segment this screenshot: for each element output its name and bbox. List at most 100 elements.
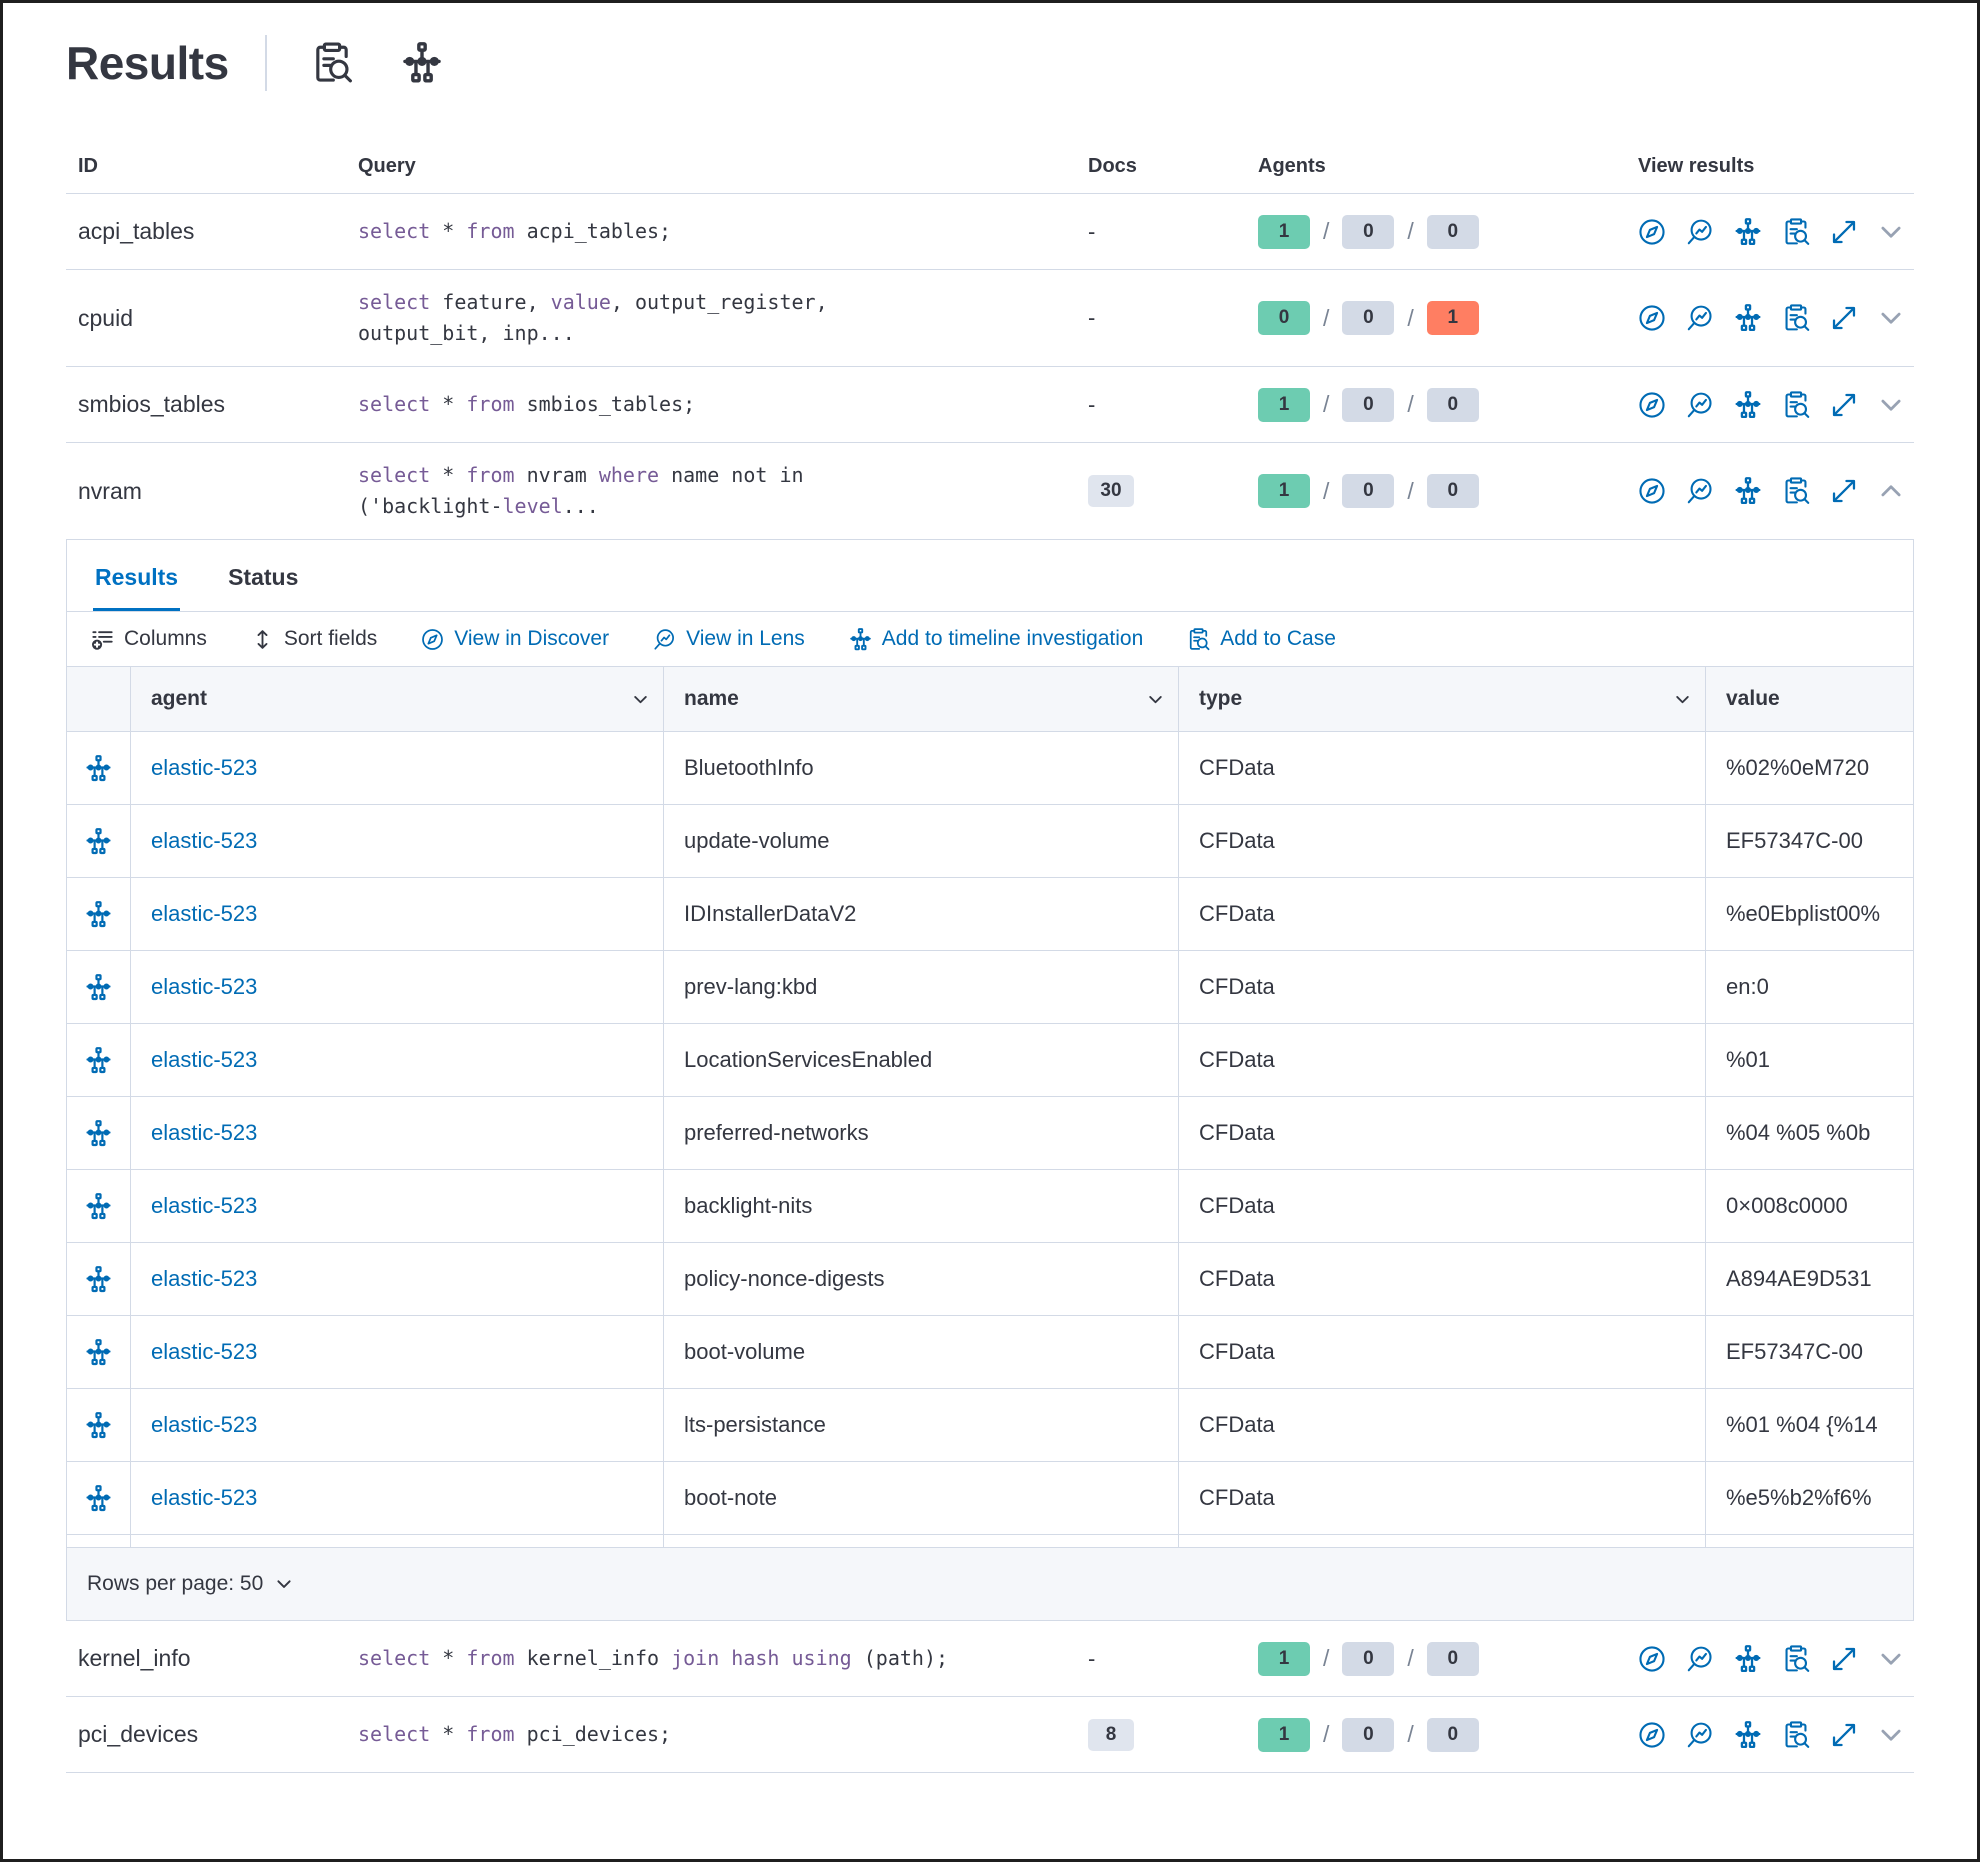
view-in-lens-button[interactable]	[1686, 304, 1714, 332]
toggle-row-button[interactable]	[1878, 1646, 1904, 1672]
view-in-lens-button[interactable]	[1686, 1721, 1714, 1749]
toggle-row-button[interactable]	[1878, 305, 1904, 331]
add-to-timeline-button[interactable]	[1734, 1645, 1762, 1673]
view-results-cell	[1626, 477, 1914, 505]
add-to-timeline-button[interactable]	[1734, 477, 1762, 505]
view-in-discover-button[interactable]	[1638, 218, 1666, 246]
view-in-lens-button[interactable]	[1686, 218, 1714, 246]
add-to-timeline-button[interactable]	[1734, 1721, 1762, 1749]
sort-fields-button[interactable]: Sort fields	[251, 627, 377, 651]
agent-link[interactable]: elastic-523	[151, 1047, 258, 1072]
expand-results-button[interactable]	[1830, 304, 1858, 332]
toggle-row-button[interactable]	[1878, 1722, 1904, 1748]
expand-results-button[interactable]	[1830, 218, 1858, 246]
result-value: %e0Ebplist00%	[1726, 901, 1881, 926]
row-timeline-button[interactable]	[85, 1339, 112, 1366]
row-timeline-button[interactable]	[85, 1193, 112, 1220]
result-value: A894AE9D531	[1726, 1266, 1872, 1291]
row-timeline-button[interactable]	[85, 755, 112, 782]
slash-separator: /	[1323, 391, 1330, 417]
case-icon	[1782, 477, 1810, 505]
expand-results-button[interactable]	[1830, 477, 1858, 505]
tab-results[interactable]: Results	[93, 540, 180, 611]
rows-per-page-button[interactable]: Rows per page: 50	[87, 1572, 293, 1596]
result-type: CFData	[1179, 1243, 1706, 1315]
row-timeline-button[interactable]	[85, 1120, 112, 1147]
inspect-button[interactable]	[311, 42, 353, 84]
view-in-lens-button[interactable]	[1686, 391, 1714, 419]
add-to-timeline-button[interactable]	[1734, 218, 1762, 246]
toggle-row-button[interactable]	[1878, 392, 1904, 418]
docs-cell: -	[1076, 219, 1246, 245]
row-timeline-button[interactable]	[85, 1485, 112, 1512]
view-in-discover-button[interactable]	[1638, 304, 1666, 332]
row-timeline-button[interactable]	[85, 901, 112, 928]
chevron-down-icon	[1878, 219, 1904, 245]
agents-failed-badge: 0	[1426, 1717, 1479, 1752]
expand-results-button[interactable]	[1830, 1721, 1858, 1749]
add-to-timeline-button[interactable]: Add to timeline investigation	[849, 627, 1143, 651]
row-timeline-button[interactable]	[85, 828, 112, 855]
query-token: level	[502, 494, 563, 518]
query-row-nvram: nvram select * from nvram where name not…	[66, 443, 1914, 539]
view-in-discover-button[interactable]	[1638, 391, 1666, 419]
timeline-button[interactable]	[401, 42, 443, 84]
view-in-lens-button[interactable]	[1686, 477, 1714, 505]
column-header-name[interactable]: name	[664, 667, 1179, 731]
query-token: select	[358, 290, 431, 314]
discover-icon	[1638, 1721, 1666, 1749]
agents-pending-badge: 0	[1342, 1717, 1395, 1752]
view-in-lens-button[interactable]: View in Lens	[653, 627, 805, 651]
agent-link[interactable]: elastic-523	[151, 1120, 258, 1145]
agent-link[interactable]: elastic-523	[151, 1193, 258, 1218]
query-code: select * from kernel_info join hash usin…	[358, 1646, 948, 1670]
expand-results-button[interactable]	[1830, 391, 1858, 419]
agent-link[interactable]: elastic-523	[151, 1339, 258, 1364]
tab-status[interactable]: Status	[226, 540, 300, 611]
agent-link[interactable]: elastic-523	[151, 755, 258, 780]
agent-link[interactable]: elastic-523	[151, 828, 258, 853]
results-tabs: Results Status	[67, 540, 1913, 612]
add-to-case-button[interactable]	[1782, 391, 1810, 419]
row-timeline-button[interactable]	[85, 1047, 112, 1074]
result-row: elastic-523 update-volume CFData EF57347…	[67, 805, 1913, 878]
row-timeline-button[interactable]	[85, 974, 112, 1001]
toggle-row-button[interactable]	[1878, 219, 1904, 245]
query-token: , output_register,	[610, 290, 828, 314]
column-header-type[interactable]: type	[1179, 667, 1706, 731]
add-to-case-button[interactable]	[1782, 477, 1810, 505]
view-in-discover-button[interactable]	[1638, 477, 1666, 505]
view-in-discover-button[interactable]	[1638, 1645, 1666, 1673]
columns-button[interactable]: Columns	[91, 627, 207, 651]
view-in-discover-button[interactable]	[1638, 1721, 1666, 1749]
add-to-timeline-button[interactable]	[1734, 391, 1762, 419]
add-to-case-button[interactable]	[1782, 1645, 1810, 1673]
add-to-case-button[interactable]	[1782, 1721, 1810, 1749]
column-header-agent[interactable]: agent	[131, 667, 664, 731]
toggle-row-button[interactable]	[1878, 478, 1904, 504]
query-id: nvram	[78, 477, 142, 504]
sitemap-icon	[85, 1485, 112, 1512]
slash-separator: /	[1323, 218, 1330, 244]
view-in-discover-button[interactable]: View in Discover	[421, 627, 609, 651]
add-to-case-button[interactable]: Add to Case	[1187, 627, 1336, 651]
query-row-kernel-info: kernel_info select * from kernel_info jo…	[66, 1621, 1914, 1697]
sitemap-icon	[85, 828, 112, 855]
result-type: CFData	[1179, 1462, 1706, 1534]
add-to-timeline-button[interactable]	[1734, 304, 1762, 332]
query-id: cpuid	[78, 304, 133, 331]
agent-link[interactable]: elastic-523	[151, 1412, 258, 1437]
row-timeline-button[interactable]	[85, 1412, 112, 1439]
add-to-case-button[interactable]	[1782, 304, 1810, 332]
agent-link[interactable]: elastic-523	[151, 901, 258, 926]
chevron-down-icon	[1878, 305, 1904, 331]
add-to-case-button[interactable]	[1782, 218, 1810, 246]
column-header-value[interactable]: value	[1726, 687, 1780, 710]
agent-link[interactable]: elastic-523	[151, 1266, 258, 1291]
view-in-lens-button[interactable]	[1686, 1645, 1714, 1673]
result-type: CFData	[1179, 1170, 1706, 1242]
agent-link[interactable]: elastic-523	[151, 974, 258, 999]
expand-results-button[interactable]	[1830, 1645, 1858, 1673]
agent-link[interactable]: elastic-523	[151, 1485, 258, 1510]
row-timeline-button[interactable]	[85, 1266, 112, 1293]
